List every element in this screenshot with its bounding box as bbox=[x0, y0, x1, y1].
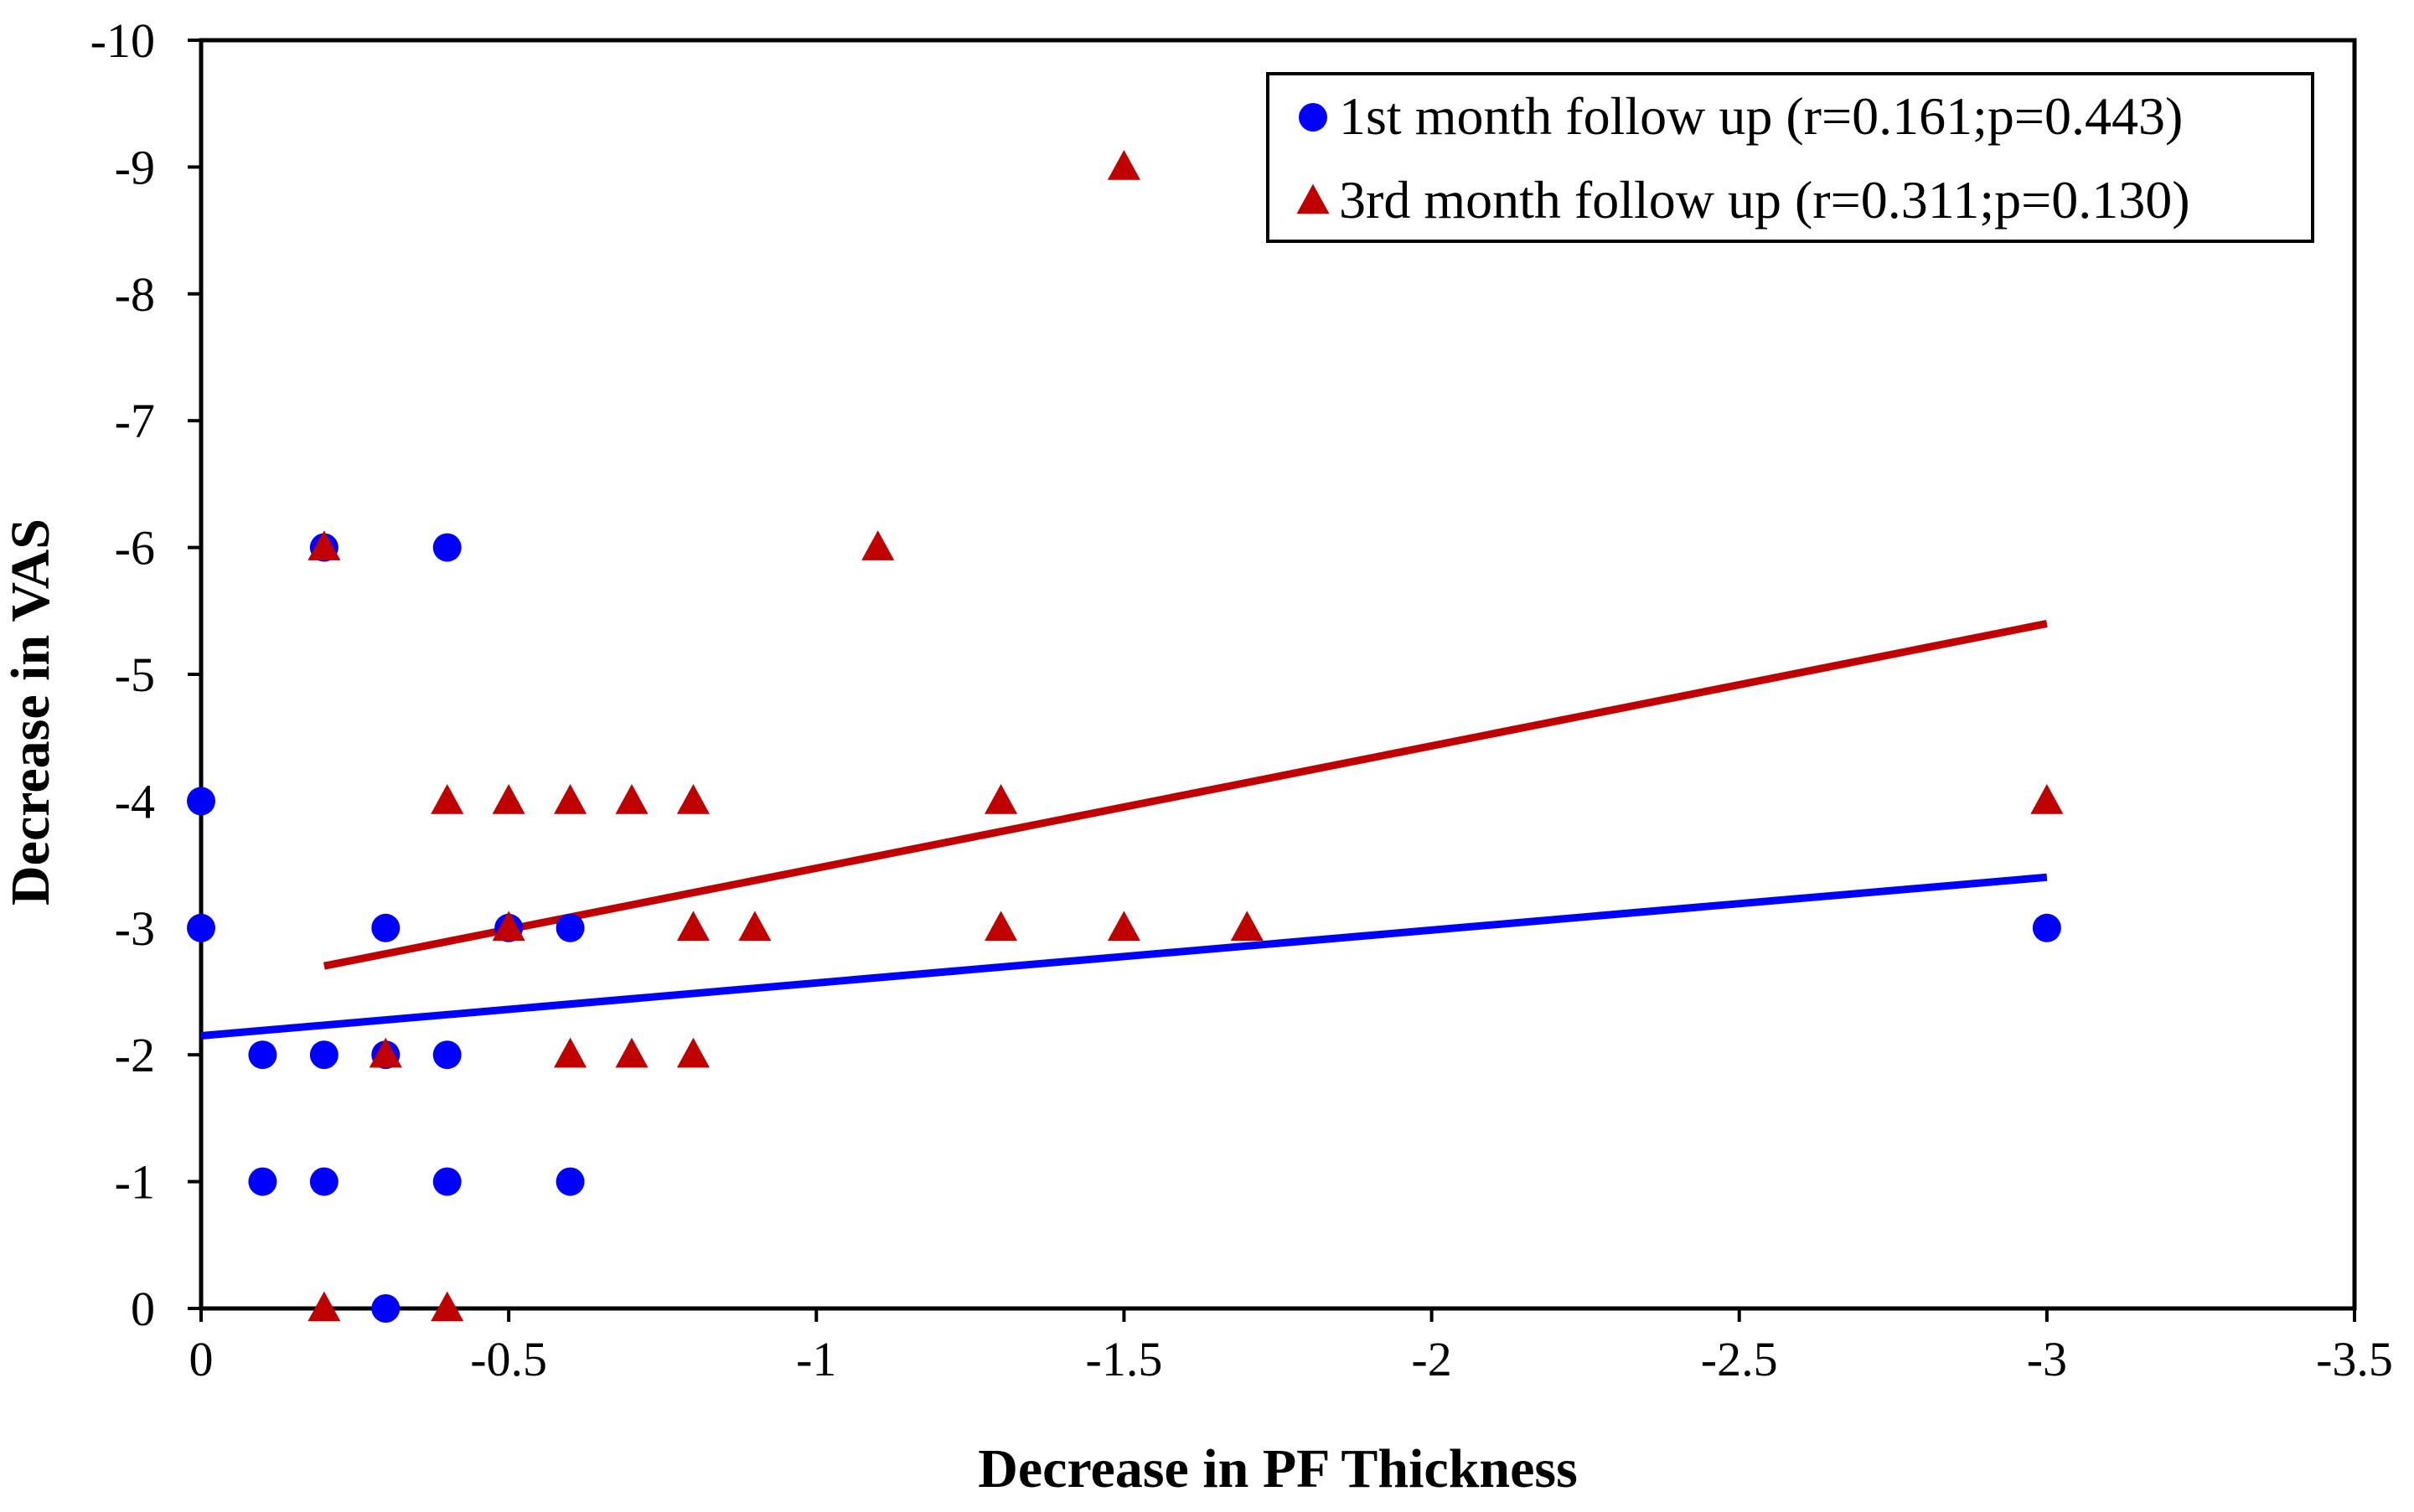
x-axis-title: Decrease in PF Thickness bbox=[978, 1438, 1578, 1499]
data-point-series-2 bbox=[985, 911, 1018, 942]
legend-box bbox=[1266, 72, 2314, 243]
y-tick-label: -8 bbox=[115, 267, 155, 322]
data-point-series-1 bbox=[2032, 913, 2061, 942]
legend: 1st month follow up (r=0.161;p=0.443) 3r… bbox=[1266, 72, 2314, 243]
data-point-series-2 bbox=[369, 1037, 402, 1068]
data-point-series-2 bbox=[615, 1037, 649, 1068]
data-point-series-1 bbox=[556, 1167, 585, 1196]
y-tick-label: -7 bbox=[115, 394, 155, 448]
legend-label-series-2: 3rd month follow up (r=0.311;p=0.130) bbox=[1339, 170, 2190, 230]
x-tick-label: -1.5 bbox=[1086, 1332, 1163, 1386]
data-point-series-1 bbox=[432, 1167, 462, 1196]
data-point-series-1 bbox=[309, 1040, 339, 1070]
data-point-series-1 bbox=[371, 913, 401, 942]
x-tick-label: -2.5 bbox=[1701, 1332, 1778, 1386]
data-point-series-2 bbox=[308, 1291, 341, 1322]
legend-marker-triangle bbox=[1296, 183, 1330, 214]
y-tick-label: -5 bbox=[115, 648, 155, 702]
legend-marker-series-1 bbox=[1299, 103, 1327, 132]
data-point-series-2 bbox=[431, 1291, 464, 1322]
trendline-series-2 bbox=[323, 620, 2048, 970]
data-point-series-1 bbox=[187, 787, 215, 816]
data-point-series-1 bbox=[248, 1040, 277, 1070]
data-point-series-2 bbox=[1107, 150, 1140, 180]
data-point-series-2 bbox=[738, 911, 772, 942]
data-point-series-1 bbox=[371, 1294, 401, 1323]
x-tick-label: -3 bbox=[2027, 1332, 2067, 1386]
data-point-series-1 bbox=[187, 913, 215, 942]
data-point-series-2 bbox=[1107, 911, 1140, 942]
legend-marker-series-2 bbox=[1296, 183, 1330, 214]
x-tick-label: 0 bbox=[189, 1332, 214, 1386]
legend-marker-circle bbox=[1299, 103, 1327, 132]
y-tick-label: -10 bbox=[90, 13, 155, 68]
y-tick-label: 0 bbox=[131, 1282, 155, 1336]
y-tick-label: -1 bbox=[115, 1155, 155, 1210]
y-axis-title: Decrease in VAS bbox=[0, 519, 61, 906]
data-point-series-1 bbox=[432, 1040, 462, 1070]
trendlines bbox=[200, 620, 2048, 1040]
data-point-series-2 bbox=[431, 784, 464, 814]
data-point-series-2 bbox=[985, 784, 1018, 814]
data-point-series-2 bbox=[861, 530, 895, 560]
data-point-series-2 bbox=[615, 784, 649, 814]
data-point-series-2 bbox=[554, 784, 587, 814]
data-point-series-2 bbox=[676, 911, 710, 942]
x-tick-label: -3.5 bbox=[2316, 1332, 2393, 1386]
x-tick-label: -0.5 bbox=[470, 1332, 547, 1386]
data-point-series-2 bbox=[2030, 784, 2064, 814]
data-point-series-2 bbox=[308, 530, 341, 560]
data-points bbox=[187, 150, 2064, 1323]
data-point-series-2 bbox=[492, 911, 525, 942]
data-point-series-1 bbox=[248, 1167, 277, 1196]
y-tick-label: -9 bbox=[115, 140, 155, 194]
y-tick-label: -2 bbox=[115, 1028, 155, 1082]
trendline-series-1 bbox=[200, 873, 2048, 1040]
data-point-series-2 bbox=[676, 784, 710, 814]
x-tick-label: -2 bbox=[1411, 1332, 1451, 1386]
data-point-series-2 bbox=[1230, 911, 1264, 942]
axis-ticks: 0 -0.5 -1 -1.5 -2 -2.5 -3 -3.5 0 -1 -2 -3 -4 -5 -6 -7 -8… bbox=[90, 13, 2393, 1386]
data-point-series-2 bbox=[492, 784, 525, 814]
data-point-series-1 bbox=[432, 533, 462, 562]
data-point-series-2 bbox=[554, 1037, 587, 1068]
x-tick-label: -1 bbox=[796, 1332, 836, 1386]
data-point-series-1 bbox=[309, 1167, 339, 1196]
y-tick-label: -6 bbox=[115, 521, 155, 575]
data-point-series-1 bbox=[556, 913, 585, 942]
data-point-series-2 bbox=[676, 1037, 710, 1068]
y-tick-label: -4 bbox=[115, 774, 155, 828]
legend-label-series-1: 1st month follow up (r=0.161;p=0.443) bbox=[1339, 86, 2183, 146]
y-tick-label: -3 bbox=[115, 901, 155, 956]
